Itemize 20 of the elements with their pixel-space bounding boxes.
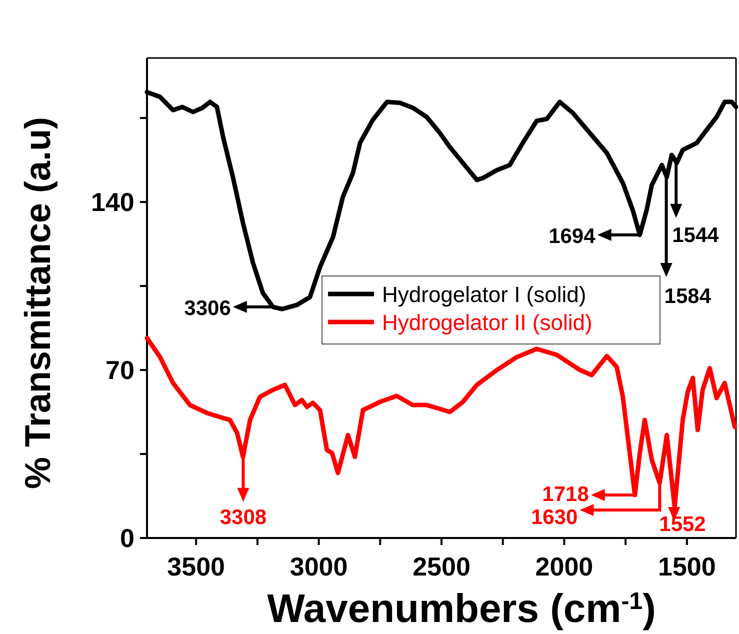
annotation: 3308	[220, 506, 267, 529]
x-tick-label: 1500	[658, 551, 716, 582]
annotation: 1718	[542, 483, 590, 506]
annotation: 1630	[530, 506, 578, 530]
x-axis-title: Wavenumbers (cm$^{-1}$)	[267, 587, 656, 631]
legend-label: Hydrogelator II (solid)	[382, 310, 592, 335]
x-tick-label: 3500	[167, 551, 226, 582]
annotation: 1584	[664, 285, 712, 308]
legend-label: Hydrogelator I (solid)	[382, 282, 586, 307]
x-tick-label: 3000	[290, 551, 348, 582]
x-tick-label: 2500	[412, 551, 470, 582]
x-tick-label: 2000	[535, 551, 594, 582]
y-tick-label: 140	[91, 187, 134, 218]
y-tick-label: 0	[120, 523, 134, 554]
y-tick-label: 70	[105, 355, 134, 386]
annotation: 1694	[548, 224, 596, 248]
annotation: 3306	[184, 296, 231, 320]
annotation: 1552	[659, 513, 706, 536]
y-axis-title: % Transmittance (a.u)	[17, 116, 58, 490]
annotation: 1544	[672, 224, 720, 247]
